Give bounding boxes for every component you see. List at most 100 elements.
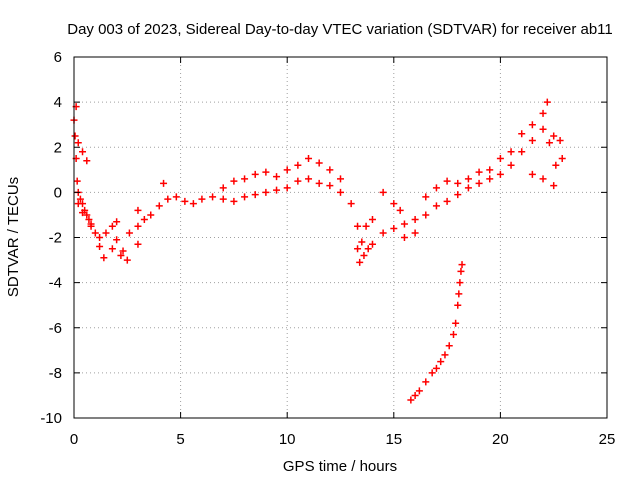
- data-point: [305, 155, 313, 163]
- chart-title: Day 003 of 2023, Sidereal Day-to-day VTE…: [67, 21, 613, 38]
- data-point: [545, 139, 553, 147]
- data-point: [294, 161, 302, 169]
- data-point: [507, 148, 515, 156]
- data-point: [432, 364, 440, 372]
- data-point: [209, 193, 217, 201]
- data-point: [475, 168, 483, 176]
- data-point: [113, 218, 121, 226]
- y-tick-label: 2: [54, 139, 62, 156]
- y-tick-label: -4: [49, 275, 62, 292]
- data-point: [155, 202, 163, 210]
- data-point: [411, 229, 419, 237]
- data-point: [356, 258, 364, 266]
- data-point: [457, 267, 465, 275]
- series-1: [72, 98, 564, 226]
- data-point: [74, 200, 82, 208]
- data-point: [134, 206, 142, 214]
- data-point: [496, 170, 504, 178]
- data-point: [390, 200, 398, 208]
- data-point: [74, 139, 82, 147]
- data-point: [407, 396, 415, 404]
- plot-frame: [73, 56, 608, 419]
- data-point: [230, 197, 238, 205]
- data-point: [539, 175, 547, 183]
- data-point: [251, 191, 259, 199]
- y-tick-label: -2: [49, 230, 62, 247]
- x-tick-label: 5: [176, 431, 184, 448]
- data-point: [496, 155, 504, 163]
- data-point: [552, 161, 560, 169]
- series-3: [407, 261, 466, 404]
- data-point: [543, 98, 551, 106]
- data-point: [108, 245, 116, 253]
- data-point: [411, 391, 419, 399]
- data-point: [96, 234, 104, 241]
- data-point: [219, 184, 227, 192]
- data-point: [456, 279, 464, 287]
- data-point: [283, 166, 291, 174]
- data-point: [362, 222, 370, 230]
- data-point: [87, 222, 95, 230]
- data-point: [241, 193, 249, 201]
- data-point: [464, 175, 472, 183]
- data-point: [454, 191, 462, 199]
- data-point: [400, 234, 408, 241]
- data-point: [443, 197, 451, 205]
- data-point: [262, 188, 270, 196]
- data-point: [528, 170, 536, 178]
- data-point: [354, 245, 362, 253]
- series-2: [74, 170, 558, 266]
- data-point: [539, 125, 547, 133]
- data-point: [125, 229, 133, 237]
- data-point: [273, 173, 281, 181]
- data-point: [443, 177, 451, 185]
- data-point: [422, 211, 430, 219]
- y-tick-label: 0: [54, 184, 62, 201]
- data-point: [379, 188, 387, 196]
- data-point: [475, 179, 483, 187]
- data-point: [550, 132, 558, 140]
- data-point: [347, 200, 355, 208]
- data-point: [452, 319, 460, 327]
- data-point: [455, 290, 463, 298]
- data-point: [454, 179, 462, 187]
- data-points: [70, 98, 566, 404]
- y-tick-label: -8: [49, 365, 62, 382]
- data-point: [528, 121, 536, 129]
- y-tick-label: -10: [40, 410, 62, 427]
- data-point: [76, 195, 84, 203]
- x-tick-label: 20: [492, 431, 509, 448]
- data-point: [117, 252, 125, 260]
- data-point: [230, 177, 238, 185]
- data-point: [181, 197, 189, 205]
- data-point: [262, 168, 270, 176]
- data-point: [96, 243, 104, 251]
- data-point: [134, 222, 142, 230]
- data-point: [294, 177, 302, 185]
- data-point: [100, 254, 108, 262]
- data-point: [411, 215, 419, 223]
- data-point: [273, 186, 281, 194]
- data-point: [113, 236, 121, 244]
- data-point: [73, 177, 81, 185]
- x-tick-label: 15: [385, 431, 402, 448]
- y-tick-label: 6: [54, 49, 62, 66]
- data-point: [160, 179, 168, 187]
- data-point: [219, 195, 227, 203]
- data-point: [528, 136, 536, 144]
- data-point: [441, 351, 449, 359]
- data-point: [315, 179, 323, 187]
- data-point: [354, 222, 362, 230]
- data-point: [464, 184, 472, 192]
- data-point: [123, 256, 131, 264]
- data-point: [102, 229, 110, 237]
- data-point: [458, 261, 466, 269]
- data-point: [108, 222, 116, 230]
- x-tick-label: 10: [279, 431, 296, 448]
- x-tick-label: 0: [70, 431, 78, 448]
- data-point: [518, 130, 526, 138]
- series-0: [70, 116, 566, 255]
- data-point: [550, 182, 558, 190]
- data-point: [422, 378, 430, 386]
